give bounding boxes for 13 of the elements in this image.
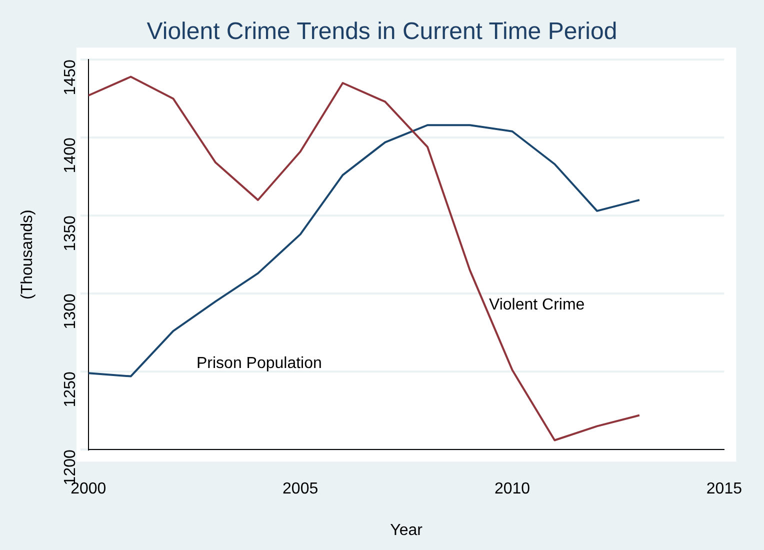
- y-tick-label: 1300: [62, 294, 79, 330]
- y-tick-label: 1350: [62, 216, 79, 252]
- text: Prison Population: [196, 355, 322, 372]
- y-axis-title: (Thousands): [19, 210, 36, 300]
- y-tick-label: 1450: [62, 60, 79, 96]
- series-label: Violent Crime: [488, 296, 585, 314]
- x-tick-label: 2010: [494, 480, 530, 498]
- x-tick-label: 2005: [282, 480, 318, 498]
- x-tick-label: 2015: [706, 480, 742, 498]
- y-tick-label: 1250: [62, 372, 79, 408]
- chart-title: Violent Crime Trends in Current Time Period: [146, 18, 618, 46]
- x-axis-title: Year: [390, 522, 424, 539]
- y-tick-label: 1400: [62, 138, 79, 174]
